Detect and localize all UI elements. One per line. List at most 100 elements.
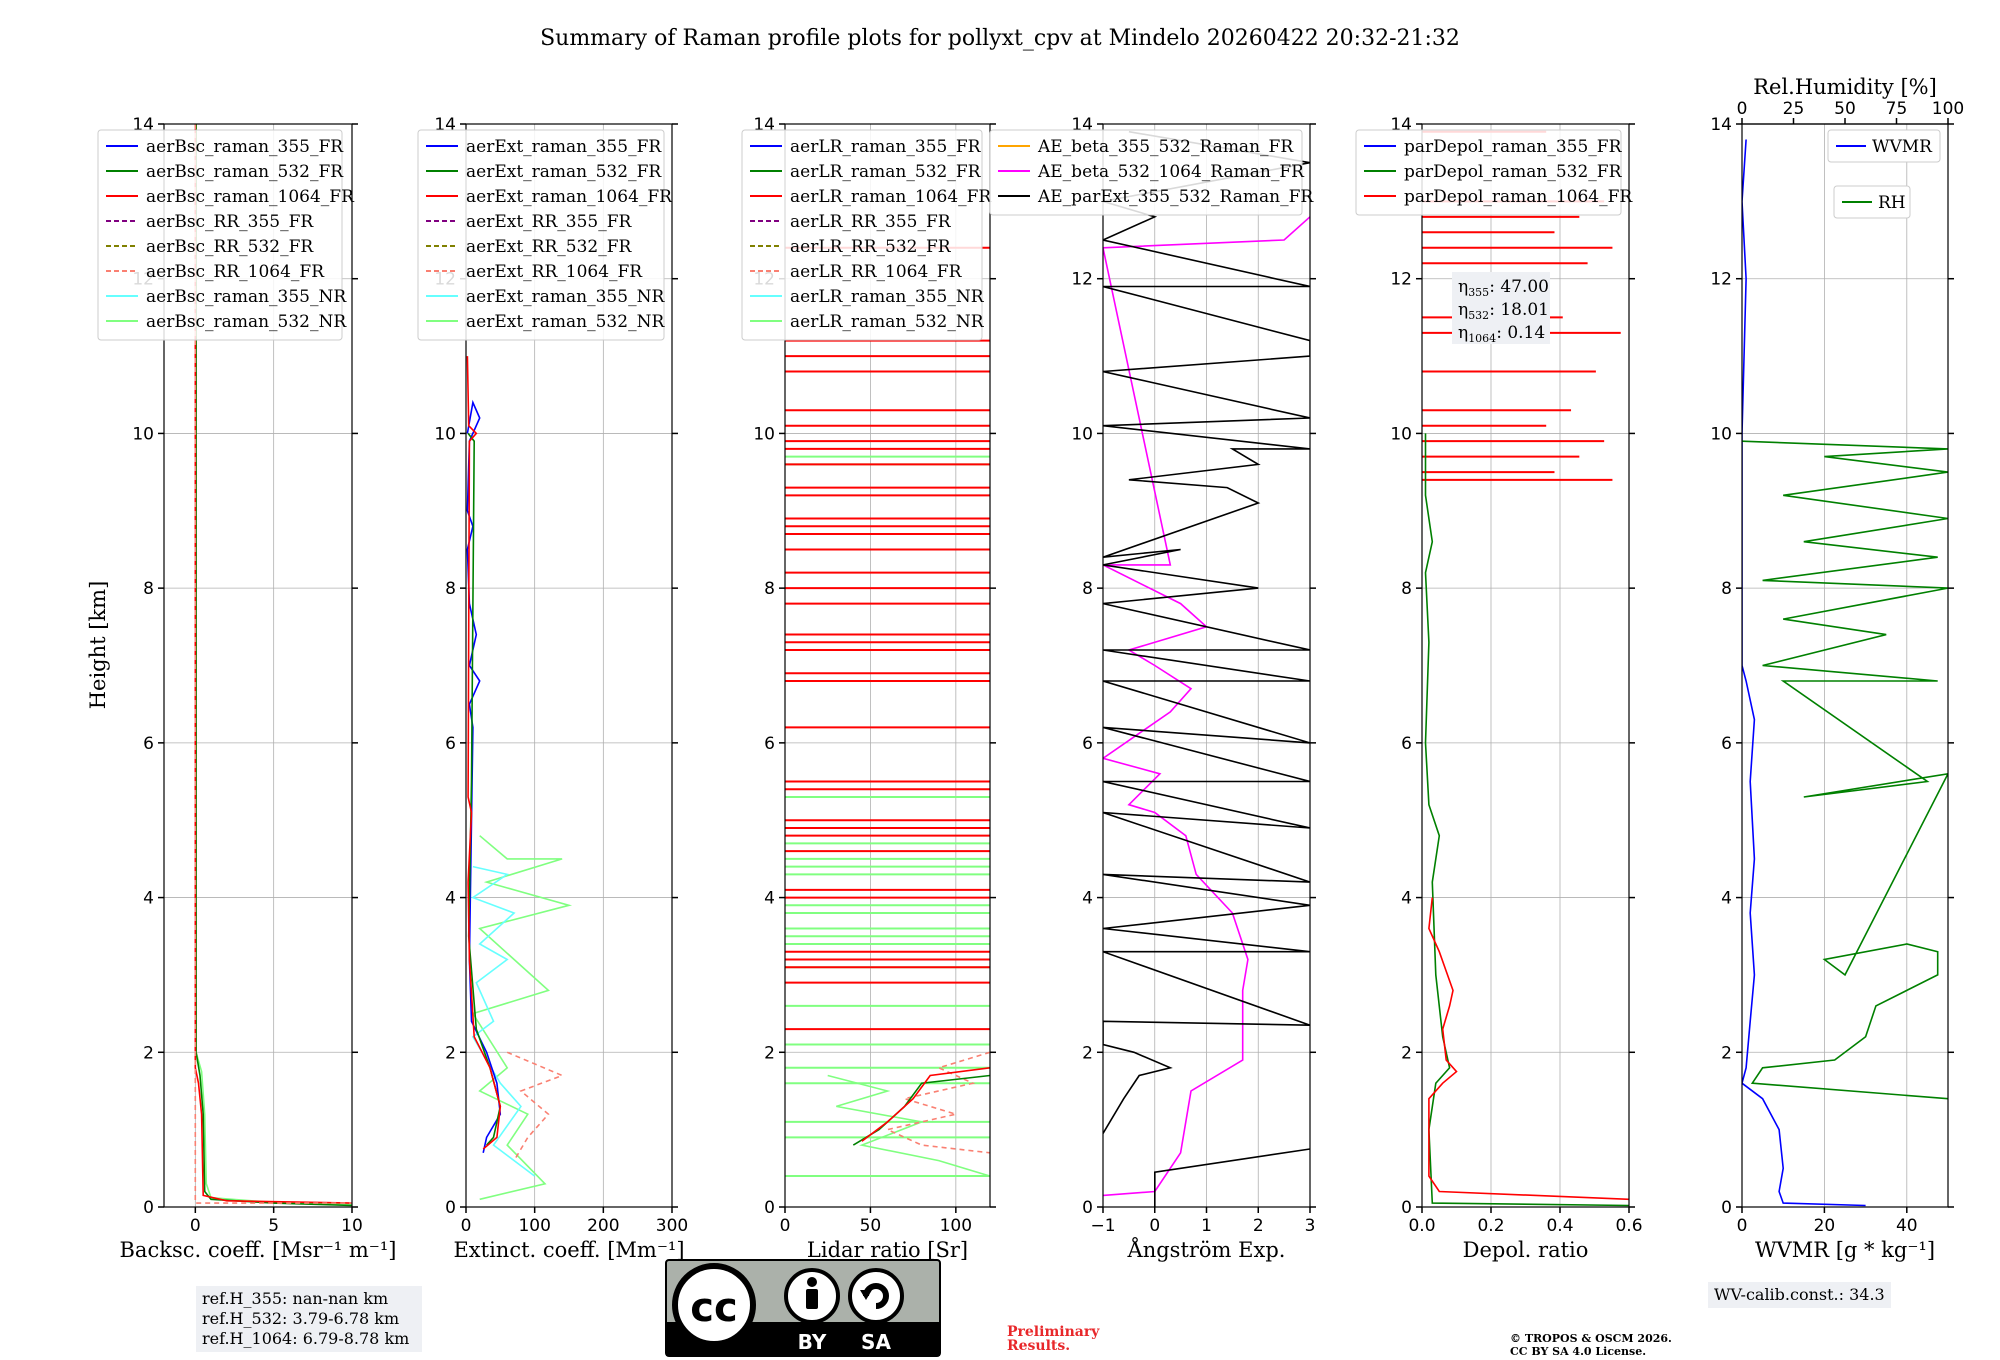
series-AE_parExt_355_532_Raman_FR_low: [1154, 1148, 1310, 1207]
y-tick-label: 6: [445, 734, 456, 754]
series-aerBsc_raman_1064_FR: [194, 124, 352, 1204]
legend-entry: aerBsc_raman_532_NR: [146, 312, 347, 332]
y-tick-label: 4: [1721, 889, 1732, 909]
eta-annotation: η355: 47.00 η532: 18.01 η1064: 0.14: [1452, 272, 1550, 345]
y-tick-label: 0: [1401, 1198, 1412, 1218]
y-tick-label: 6: [143, 734, 154, 754]
y-tick-label: 0: [445, 1198, 456, 1218]
y-tick-label: 12: [1710, 270, 1732, 290]
legend-entry: aerExt_RR_532_FR: [466, 237, 632, 257]
legend-entry: aerBsc_raman_532_FR: [146, 162, 344, 182]
legend-entry: aerExt_raman_355_NR: [466, 287, 665, 307]
legend-entry: WVMR: [1872, 137, 1933, 157]
cc-text: cc: [690, 1285, 737, 1331]
series-aerExt_raman_355_FR: [466, 399, 502, 1153]
y-tick-label: 2: [143, 1043, 154, 1063]
series-WVMR: [1742, 139, 1866, 1207]
rh-tick-label: 50: [1834, 99, 1856, 119]
rh-tick-label: 25: [1783, 99, 1805, 119]
preliminary-notice: Preliminary Results.: [1007, 1325, 1099, 1353]
legend-entry: aerLR_raman_532_NR: [790, 312, 985, 332]
y-tick-label: 2: [1082, 1043, 1093, 1063]
legend-box: [97, 129, 343, 341]
plot-area-wv: [1742, 139, 1948, 1207]
legend-box: [989, 129, 1303, 216]
x-tick-label: 0: [190, 1216, 201, 1236]
legend-entry: aerExt_raman_532_NR: [466, 312, 665, 332]
eta-355-value: 47.00: [1500, 277, 1549, 297]
y-tick-label: 0: [1082, 1198, 1093, 1218]
x-tick-label: 0: [461, 1216, 472, 1236]
y-tick-label: 8: [1082, 579, 1093, 599]
x-tick-label: 5: [268, 1216, 279, 1236]
x-tick-label: 1: [1201, 1216, 1212, 1236]
plot-area-lr: [785, 246, 990, 1178]
legend-entry: RH: [1878, 193, 1906, 213]
y-tick-label: 6: [1082, 734, 1093, 754]
series-parDepol_raman_532_FR: [1424, 433, 1629, 1207]
y-tick-label: 4: [764, 889, 775, 909]
cc-icon: [672, 1263, 756, 1347]
x-tick-label: 40: [1896, 1216, 1918, 1236]
x-tick-label: 300: [656, 1216, 688, 1236]
legend-box: [1355, 129, 1622, 216]
y-tick-label: 8: [1401, 579, 1412, 599]
legend-entry: aerExt_raman_1064_FR: [466, 187, 673, 207]
legend-entry: aerExt_raman_532_FR: [466, 162, 662, 182]
x-tick-label: 3: [1305, 1216, 1316, 1236]
plot-area-ae: [1103, 130, 1310, 1207]
ref-h-532: ref.H_532: 3.79-6.78 km: [202, 1309, 400, 1328]
legend-entry: AE_beta_355_532_Raman_FR: [1037, 137, 1294, 157]
y-tick-label: 4: [1401, 889, 1412, 909]
series-aerExt_raman_1064_FR: [466, 356, 502, 1150]
legend-entry: AE_beta_532_1064_Raman_FR: [1037, 162, 1305, 182]
plot-frame: [163, 123, 353, 1208]
series-AE_beta_532_1064_Raman_FR: [1103, 216, 1310, 1197]
x-tick-label: 2: [1253, 1216, 1264, 1236]
y-tick-label: 4: [143, 889, 154, 909]
y-tick-label: 2: [445, 1043, 456, 1063]
legend-box: [1827, 129, 1941, 163]
y-tick-label: 4: [445, 889, 456, 909]
y-tick-label: 10: [1071, 424, 1093, 444]
y-tick-label: 10: [132, 424, 154, 444]
series-aerLR_RR_1064_FR: [884, 1051, 990, 1154]
share-alike-icon: [848, 1268, 904, 1324]
legend-entry: aerBsc_RR_532_FR: [146, 237, 314, 257]
x-tick-label: 0.6: [1615, 1216, 1642, 1236]
eta-1064-value: 0.14: [1507, 323, 1545, 343]
plot-area-depol: [1422, 130, 1629, 1207]
series-aerExt_RR_1064_FR: [506, 1051, 565, 1162]
legend-entry: aerExt_raman_355_FR: [466, 137, 662, 157]
rh-tick-label: 0: [1737, 99, 1748, 119]
legend-entry: aerLR_raman_1064_FR: [790, 187, 992, 207]
ref-h-1064: ref.H_1064: 6.79-8.78 km: [202, 1329, 410, 1348]
copyright-line1: © TROPOS & OSCM 2026.: [1510, 1332, 1672, 1345]
preliminary-line1: Preliminary: [1007, 1324, 1100, 1340]
cc-license-badge: cc BY SA: [665, 1259, 941, 1357]
rh-tick-label: 100: [1932, 99, 1964, 119]
plot-area-bsc: [194, 124, 352, 1207]
ref-h-355: ref.H_355: nan-nan km: [202, 1289, 389, 1308]
preliminary-line2: Results.: [1007, 1338, 1071, 1354]
series-aerLR_raman_1064_FR: [861, 1067, 990, 1142]
x-tick-label: 20: [1814, 1216, 1836, 1236]
copyright-notice: © TROPOS & OSCM 2026. CC BY SA 4.0 Licen…: [1510, 1332, 1672, 1358]
y-tick-label: 8: [143, 579, 154, 599]
y-tick-label: 10: [753, 424, 775, 444]
x-tick-label: 0: [1737, 1216, 1748, 1236]
wv-calibration-box: WV-calib.const.: 34.3: [1708, 1282, 1891, 1308]
plot-area-ext: [466, 356, 573, 1201]
legend-entry: aerBsc_raman_1064_FR: [146, 187, 355, 207]
x-axis-label: Lidar ratio [Sr]: [807, 1238, 968, 1262]
series-aerExt_raman_532_FR: [467, 432, 502, 1146]
legend-entry: aerExt_RR_355_FR: [466, 212, 632, 232]
x-tick-label: 0: [780, 1216, 791, 1236]
legend-entry: aerLR_RR_532_FR: [790, 237, 952, 257]
sa-text: SA: [861, 1330, 891, 1354]
y-tick-label: 2: [1401, 1043, 1412, 1063]
y-tick-label: 2: [1721, 1043, 1732, 1063]
